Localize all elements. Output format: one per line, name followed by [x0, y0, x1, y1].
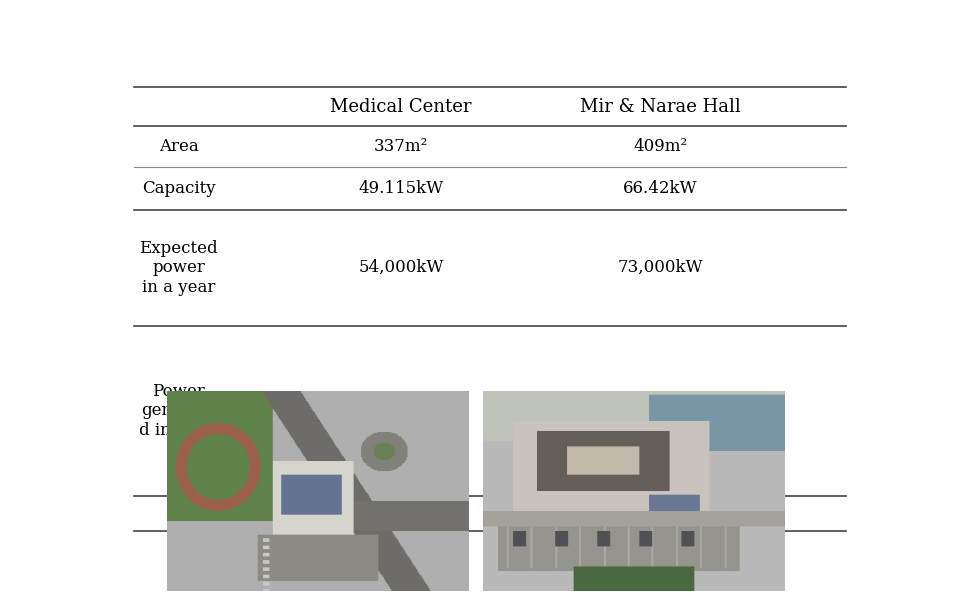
Text: 49.115kW: 49.115kW — [358, 180, 444, 197]
Text: Area: Area — [159, 138, 199, 155]
Text: Mir & Narae Hall: Mir & Narae Hall — [580, 98, 741, 115]
Text: 73,000kW: 73,000kW — [618, 259, 704, 276]
Text: 409m²: 409m² — [633, 138, 687, 155]
Text: Power
generate
d in 2011: Power generate d in 2011 — [139, 383, 219, 439]
Text: Expected
power
in a year: Expected power in a year — [140, 240, 218, 296]
Text: 54,000kW: 54,000kW — [358, 259, 444, 276]
Text: 54,451kW: 54,451kW — [358, 402, 444, 419]
Text: 66.42kW: 66.42kW — [623, 180, 698, 197]
Text: Capacity: Capacity — [141, 180, 216, 197]
Text: 87,302kW: 87,302kW — [618, 402, 704, 419]
Text: 337m²: 337m² — [374, 138, 428, 155]
Text: Medical Center: Medical Center — [330, 98, 472, 115]
